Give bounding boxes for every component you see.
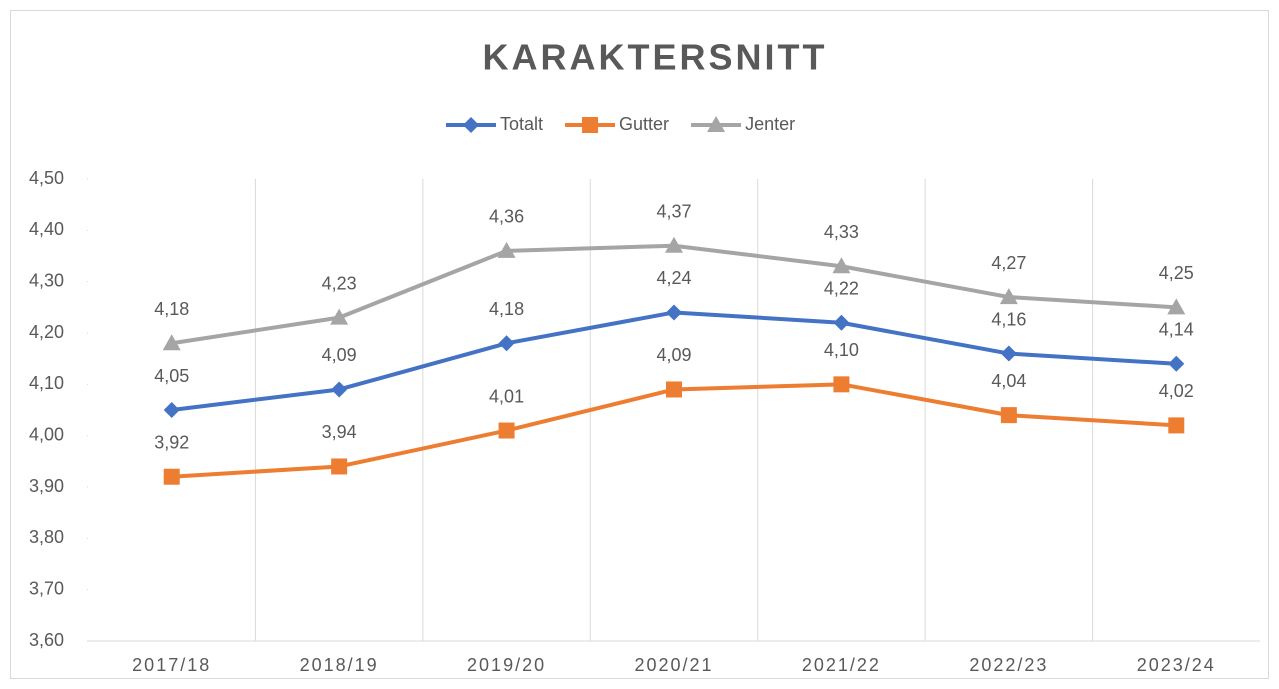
y-tick-label: 4,50 bbox=[29, 168, 64, 188]
data-label: 4,10 bbox=[824, 340, 859, 360]
marker bbox=[331, 458, 348, 475]
marker bbox=[666, 381, 682, 398]
data-label: 4,25 bbox=[1159, 263, 1194, 283]
data-label: 4,01 bbox=[489, 386, 524, 406]
marker bbox=[498, 422, 515, 439]
marker bbox=[1168, 417, 1185, 434]
data-label: 4,23 bbox=[322, 273, 357, 293]
marker bbox=[999, 288, 1018, 305]
data-label: 4,22 bbox=[824, 278, 859, 298]
x-tick-label: 2022/23 bbox=[969, 655, 1048, 675]
x-tick-label: 2017/18 bbox=[132, 655, 211, 675]
y-tick-label: 3,60 bbox=[29, 630, 64, 650]
marker bbox=[1168, 355, 1185, 372]
x-tick-label: 2023/24 bbox=[1137, 655, 1216, 675]
marker bbox=[1000, 407, 1017, 424]
legend-label: Totalt bbox=[500, 114, 543, 134]
data-label: 3,92 bbox=[154, 432, 189, 452]
data-label: 4,33 bbox=[824, 222, 859, 242]
data-label: 4,09 bbox=[656, 345, 691, 365]
marker bbox=[582, 117, 599, 133]
data-label: 4,24 bbox=[656, 268, 691, 288]
legend-label: Gutter bbox=[619, 114, 669, 134]
data-label: 4,18 bbox=[489, 299, 524, 319]
y-tick-label: 4,10 bbox=[29, 373, 64, 393]
marker bbox=[162, 334, 181, 351]
marker bbox=[330, 308, 349, 325]
marker bbox=[498, 335, 515, 352]
chart-border bbox=[10, 10, 1269, 679]
marker bbox=[497, 241, 516, 258]
marker bbox=[832, 257, 851, 274]
data-label: 3,94 bbox=[322, 422, 357, 442]
x-tick-label: 2020/21 bbox=[634, 655, 713, 675]
marker bbox=[163, 468, 180, 485]
data-label: 4,02 bbox=[1159, 381, 1194, 401]
data-label: 4,18 bbox=[154, 299, 189, 319]
y-tick-label: 4,30 bbox=[29, 270, 64, 290]
marker bbox=[1167, 298, 1186, 315]
x-tick-label: 2018/19 bbox=[300, 655, 379, 675]
y-tick-label: 3,80 bbox=[29, 527, 64, 547]
data-label: 4,36 bbox=[489, 207, 524, 227]
y-tick-label: 4,40 bbox=[29, 219, 64, 239]
data-label: 4,27 bbox=[991, 253, 1026, 273]
data-label: 4,16 bbox=[991, 309, 1026, 329]
marker bbox=[1000, 345, 1017, 362]
marker bbox=[163, 402, 180, 418]
marker bbox=[833, 376, 850, 393]
marker bbox=[463, 117, 479, 133]
marker bbox=[833, 314, 850, 331]
x-tick-label: 2021/22 bbox=[802, 655, 881, 675]
data-label: 4,05 bbox=[154, 366, 189, 386]
x-tick-label: 2019/20 bbox=[467, 655, 546, 675]
chart-title: KARAKTERSNITT bbox=[483, 37, 828, 78]
legend-label: Jenter bbox=[745, 114, 795, 134]
marker bbox=[666, 304, 682, 321]
data-label: 4,04 bbox=[991, 371, 1026, 391]
marker bbox=[665, 236, 683, 253]
data-label: 4,37 bbox=[656, 201, 691, 221]
data-label: 4,14 bbox=[1159, 320, 1194, 340]
y-tick-label: 3,90 bbox=[29, 476, 64, 496]
y-tick-label: 4,20 bbox=[29, 322, 64, 342]
marker bbox=[331, 381, 348, 398]
y-tick-label: 3,70 bbox=[29, 578, 64, 598]
data-label: 4,09 bbox=[322, 345, 357, 365]
marker bbox=[707, 116, 726, 132]
y-tick-label: 4,00 bbox=[29, 424, 64, 444]
